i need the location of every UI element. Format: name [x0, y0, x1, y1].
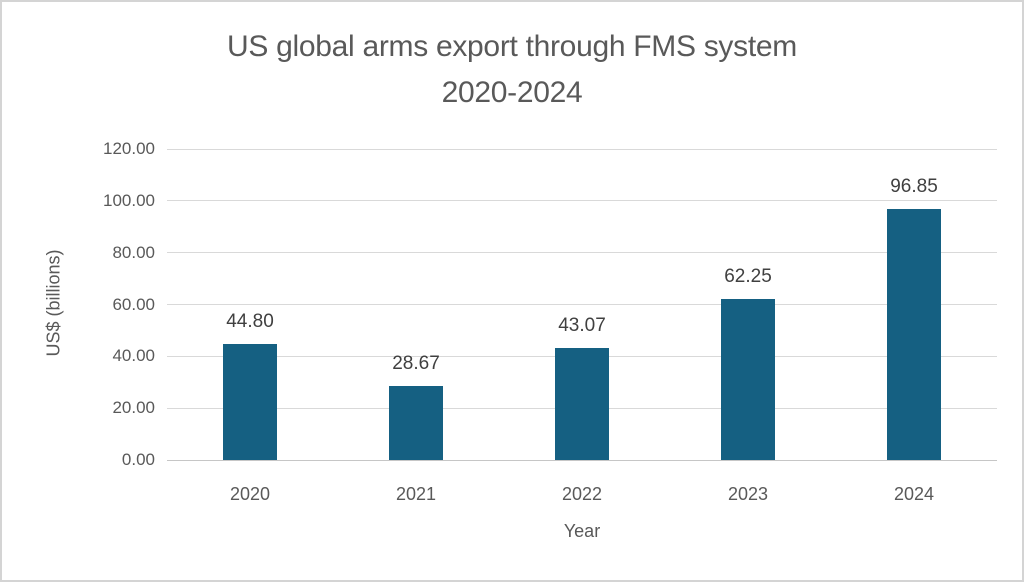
y-tick-label: 40.00: [112, 346, 155, 366]
x-tick-label-2022: 2022: [561, 484, 603, 504]
gridline: [167, 304, 997, 305]
y-tick-label: 60.00: [112, 294, 155, 314]
gridline: [167, 200, 997, 202]
bar-2021: [389, 385, 443, 460]
chart-title: US global arms export through FMS system…: [2, 24, 1022, 116]
data-label-2021: 28.67: [392, 352, 440, 374]
y-tick-label: 100.00: [103, 190, 155, 210]
bar-2024: [887, 208, 941, 460]
data-label-2020: 44.80: [226, 310, 274, 332]
x-tick-label-2023: 2023: [727, 484, 769, 504]
x-tick-label-2020: 2020: [229, 484, 271, 504]
gridline: [167, 148, 997, 150]
y-tick-label: 20.00: [112, 398, 155, 418]
y-tick-label: 120.00: [103, 139, 155, 158]
bar-2023: [721, 298, 775, 460]
y-tick-label: 0.00: [121, 450, 155, 469]
bar-2022: [555, 348, 609, 460]
chart-title-line-2: 2020-2024: [441, 76, 583, 109]
y-tick-label: 80.00: [112, 242, 155, 262]
data-label-2023: 62.25: [724, 265, 772, 287]
data-label-2024: 96.85: [890, 175, 938, 197]
x-tick-label-2024: 2024: [893, 484, 935, 504]
gridline: [167, 459, 997, 461]
gridline: [167, 252, 997, 254]
data-label-2022: 43.07: [558, 315, 606, 337]
chart-title-line-1: US global arms export through FMS system: [227, 30, 797, 63]
bar-2020: [223, 343, 277, 460]
x-tick-label-2021: 2021: [395, 484, 437, 504]
x-axis-title: Year: [563, 521, 601, 541]
